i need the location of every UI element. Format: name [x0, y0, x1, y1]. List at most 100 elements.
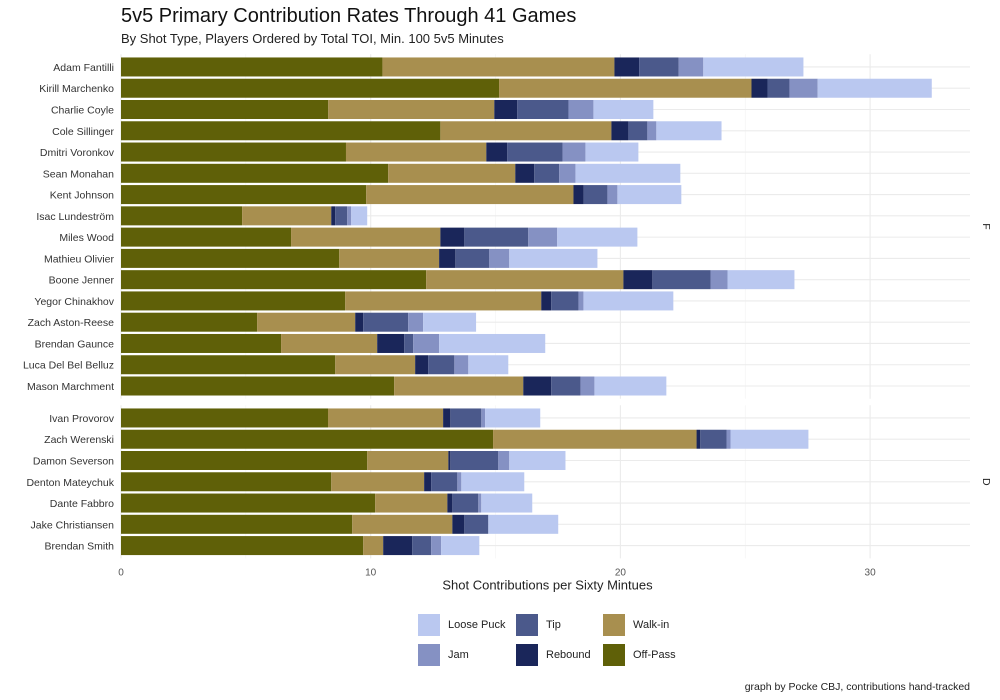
legend-item: Tip [516, 614, 603, 636]
bar-segment-off-pass [121, 408, 329, 428]
bar-segment-rebound [696, 429, 701, 449]
bar-segment-jam [498, 451, 510, 471]
player-label: Brendan Gaunce [35, 338, 115, 350]
bar-segment-walk-in [331, 472, 425, 492]
bar-segment-off-pass [121, 270, 427, 290]
bar-segment-loose-puck [439, 333, 546, 353]
legend-key [516, 644, 538, 666]
bar-segment-off-pass [121, 248, 340, 268]
legend-label: Rebound [546, 649, 591, 661]
bar-segment-off-pass [121, 514, 353, 534]
bar-segment-loose-puck [594, 376, 667, 396]
bar-segment-tip [464, 514, 489, 534]
player-label: Brendan Smith [45, 541, 115, 553]
player-label: Luca Del Bel Belluz [23, 360, 114, 372]
bar-segment-loose-puck [593, 100, 654, 120]
bar-segment-loose-puck [817, 78, 932, 98]
bar-segment-walk-in [291, 227, 441, 247]
bar-segment-jam [457, 472, 462, 492]
legend-label: Off-Pass [633, 649, 676, 661]
bar-segment-jam [478, 493, 482, 513]
player-label: Dmitri Voronkov [40, 147, 115, 159]
bar-segment-off-pass [121, 185, 367, 205]
bar-segment-off-pass [121, 142, 346, 162]
bar-segment-tip [639, 57, 679, 77]
bar-segment-walk-in [328, 408, 444, 428]
bar-segment-jam [489, 248, 510, 268]
bar-segment-tip [507, 142, 563, 162]
legend-item: Rebound [516, 644, 603, 666]
bar-segment-rebound [573, 185, 584, 205]
bar-segment-jam [678, 57, 704, 77]
bar-segment-rebound [447, 493, 453, 513]
bar-segment-jam [710, 270, 728, 290]
bar-segment-loose-puck [557, 227, 638, 247]
bar-segment-tip [464, 227, 529, 247]
bar-segment-rebound [614, 57, 640, 77]
legend-item: Loose Puck [418, 614, 516, 636]
bar-segment-walk-in [440, 121, 612, 141]
bar-segment-tip [652, 270, 711, 290]
bar-segment-walk-in [345, 142, 487, 162]
bar-segment-off-pass [121, 472, 332, 492]
bar-segment-walk-in [366, 185, 574, 205]
bar-segment-walk-in [281, 333, 378, 353]
bar-segment-rebound [541, 291, 552, 311]
bar-segment-jam [726, 429, 731, 449]
player-label: Damon Severson [33, 456, 114, 468]
legend-label: Loose Puck [448, 619, 506, 631]
bar-segment-rebound [355, 312, 364, 332]
bar-segment-loose-puck [485, 408, 541, 428]
bar-segment-tip [534, 163, 560, 183]
x-tick-label: 30 [865, 567, 877, 578]
player-label: Yegor Chinakhov [34, 296, 114, 308]
bar-segment-walk-in [367, 451, 449, 471]
bar-segment-walk-in [242, 206, 332, 226]
bar-segment-loose-puck [509, 248, 598, 268]
bar-segment-off-pass [121, 312, 258, 332]
bar-segment-walk-in [339, 248, 440, 268]
bar-segment-off-pass [121, 206, 243, 226]
legend-item: Walk-in [603, 614, 693, 636]
bar-segment-jam [413, 333, 440, 353]
legend-key [603, 644, 625, 666]
bar-segment-walk-in [426, 270, 624, 290]
bar-segment-off-pass [121, 121, 441, 141]
bar-segment-tip [452, 493, 479, 513]
player-label: Kent Johnson [50, 190, 114, 202]
bar-segment-tip [628, 121, 648, 141]
bar-segment-jam [347, 206, 352, 226]
bar-segment-rebound [443, 408, 451, 428]
bar-segment-jam [454, 355, 469, 375]
bar-segment-loose-puck [468, 355, 509, 375]
bar-segment-tip [404, 333, 414, 353]
bar-segment-walk-in [345, 291, 542, 311]
legend-label: Jam [448, 649, 469, 661]
player-label: Denton Mateychuk [26, 477, 114, 489]
bar-segment-walk-in [493, 429, 697, 449]
legend-label: Tip [546, 619, 561, 631]
legend-key [603, 614, 625, 636]
bar-segment-loose-puck [727, 270, 795, 290]
bar-segment-off-pass [121, 355, 336, 375]
bar-segment-tip [517, 100, 569, 120]
x-tick-label: 20 [615, 567, 627, 578]
x-axis-title: Shot Contributions per Sixty Mintues [442, 577, 653, 592]
bar-segment-rebound [331, 206, 336, 226]
player-label: Jake Christiansen [31, 519, 115, 531]
bar-segment-loose-puck [617, 185, 682, 205]
bar-segment-jam [789, 78, 818, 98]
bar-segment-rebound [623, 270, 653, 290]
bar-segment-jam [578, 291, 584, 311]
bar-segment-tip [455, 248, 490, 268]
bar-segment-tip [412, 536, 432, 556]
bar-segment-off-pass [121, 163, 389, 183]
bar-segment-jam [431, 536, 442, 556]
bar-segment-jam [481, 408, 486, 428]
bar-segment-jam [408, 312, 424, 332]
player-label: Kirill Marchenko [39, 83, 114, 95]
bar-segment-walk-in [363, 536, 384, 556]
chart-title: 5v5 Primary Contribution Rates Through 4… [121, 5, 577, 27]
bar-segment-jam [580, 376, 595, 396]
player-label: Charlie Coyle [51, 105, 114, 117]
